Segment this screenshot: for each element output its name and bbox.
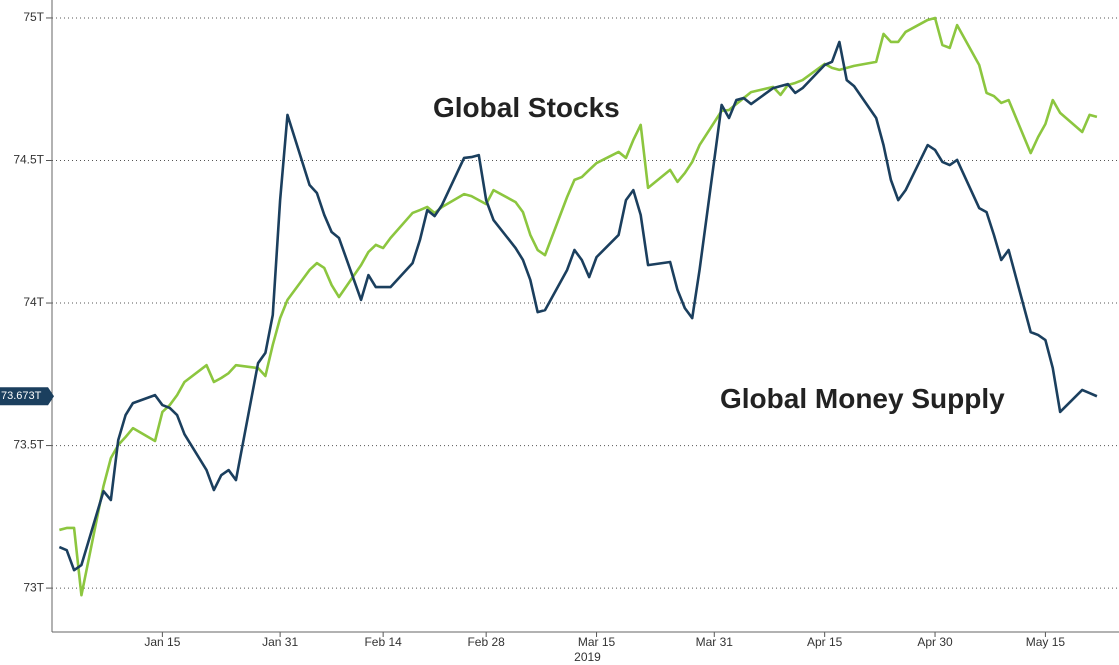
y-tick-label: 75T <box>23 10 44 24</box>
x-tick-label: May 15 <box>1026 635 1066 649</box>
end-value-box <box>0 387 54 406</box>
series-label: Global Money Supply <box>720 383 1005 414</box>
x-tick-label: Apr 15 <box>807 635 843 649</box>
y-tick-label: 74T <box>23 295 44 309</box>
x-tick-label: Jan 15 <box>144 635 180 649</box>
series-label: Global Stocks <box>433 92 620 123</box>
end-value-tag: 73.673T <box>0 387 54 406</box>
x-tick-label: Jan 31 <box>262 635 298 649</box>
x-tick-label: Feb 14 <box>364 635 402 649</box>
series-line <box>58 40 1098 572</box>
y-tick-label: 74.5T <box>13 153 44 167</box>
end-value-label: 73.673T <box>1 390 42 402</box>
series-line <box>59 16 1098 597</box>
x-tick-label: Apr 30 <box>917 635 953 649</box>
x-tick-label: Feb 28 <box>467 635 505 649</box>
x-axis-label: 2019 <box>574 650 601 664</box>
x-tick-label: Mar 31 <box>696 635 734 649</box>
y-tick-label: 73T <box>23 580 44 594</box>
x-tick-label: Mar 15 <box>578 635 616 649</box>
y-tick-label: 73.5T <box>13 438 44 452</box>
